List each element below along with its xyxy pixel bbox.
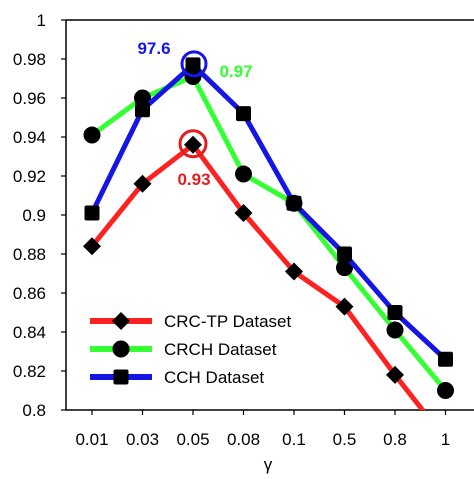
x-tick-label: 0.1 [282,430,306,449]
legend: CRC-TP Dataset CRCH Dataset CCH Dataset [90,312,291,387]
x-tick-label: 0.8 [383,430,407,449]
data-point-marker [286,195,302,211]
y-tick-label: 0.92 [13,167,46,186]
series-line [90,74,448,393]
y-tick-label: 0.98 [13,50,46,69]
x-tick-label: 0.01 [75,430,108,449]
x-tick-label: 0.08 [227,430,260,449]
y-tick-label: 0.9 [22,206,46,225]
annotations-group: 97.6 0.97 0.93 [137,39,252,189]
data-point-marker [83,126,101,144]
data-point-marker [235,165,252,183]
y-tick-label: 1 [37,11,46,30]
y-tick-label: 0.82 [13,362,46,381]
legend-label: CRC-TP Dataset [164,312,291,331]
data-point-marker [437,382,454,399]
data-point-marker [387,305,403,320]
axes-group: 0.8 0.82 0.84 0.86 0.88 0.9 0.92 0.94 0.96 0.98 1 0… [13,11,474,474]
data-point-marker [336,259,353,277]
peak-highlight-circle [180,50,208,78]
annotation-label: 0.93 [177,170,210,189]
annotation-label: 0.97 [219,62,252,81]
data-point-marker [386,365,404,384]
data-point-marker [113,369,129,385]
y-tick-label: 0.94 [13,128,46,147]
x-tick-label: 0.03 [126,430,159,449]
data-point-marker [185,57,201,73]
data-point-marker [133,174,152,193]
y-tick-label: 0.86 [13,284,46,303]
x-tick-label: 0.5 [333,430,357,449]
data-point-marker [236,106,251,122]
data-point-marker [184,135,202,154]
y-tick-label: 0.88 [13,245,46,264]
x-axis-title: γ [264,455,273,474]
peak-highlight-circle [178,129,208,159]
annotation-label: 97.6 [137,39,170,58]
data-point-marker [285,262,303,281]
y-tick-label: 0.96 [13,89,46,108]
y-tick-label: 0.84 [13,323,46,342]
y-tick-label: 0.8 [22,401,46,420]
data-point-marker [386,321,404,339]
series-line [90,142,426,410]
series-line [89,62,448,362]
data-point-marker [112,340,130,358]
data-point-marker [135,102,150,118]
series-group [83,57,454,410]
data-point-marker [84,205,100,221]
data-point-marker [112,312,130,330]
series-cch-dataset [84,57,453,367]
data-point-marker [335,297,354,316]
data-point-marker [438,351,453,367]
legend-label: CRCH Dataset [164,340,277,359]
data-point-marker [337,246,352,262]
legend-label: CCH Dataset [164,368,264,387]
x-tick-label: 0.05 [176,430,209,449]
series-crc-tp-dataset [83,135,426,410]
data-point-marker [234,204,253,223]
x-tick-label: 1 [441,430,450,449]
data-point-marker [83,237,101,256]
